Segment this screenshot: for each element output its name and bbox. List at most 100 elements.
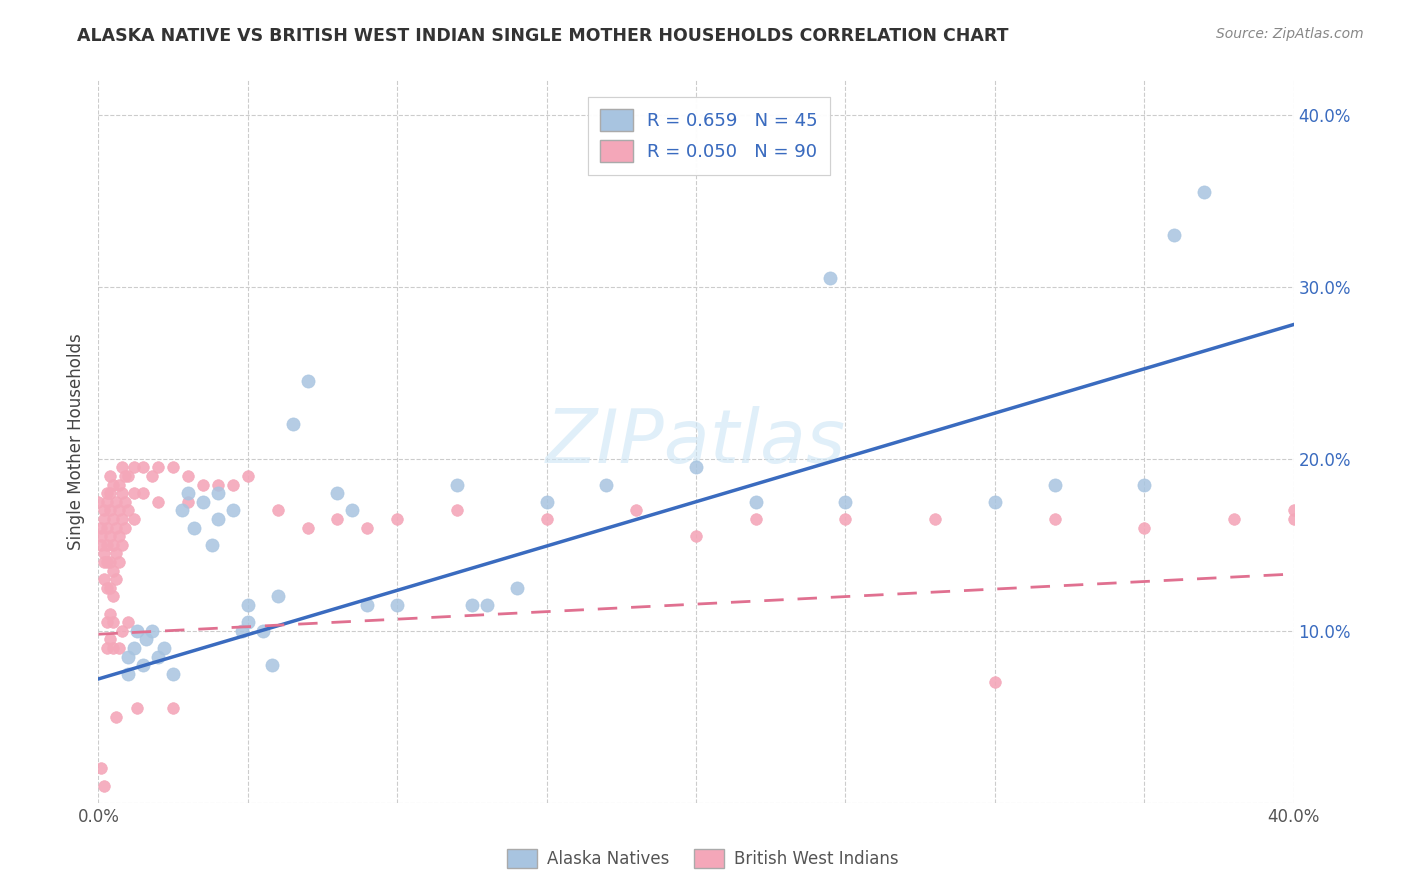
Point bbox=[342, 503, 364, 517]
Point bbox=[141, 469, 163, 483]
Point bbox=[267, 590, 290, 604]
Point bbox=[153, 640, 176, 655]
Point bbox=[98, 486, 122, 500]
Point bbox=[93, 546, 115, 560]
Point bbox=[1282, 512, 1305, 526]
Point bbox=[385, 598, 409, 612]
Point bbox=[117, 649, 139, 664]
Point bbox=[446, 477, 468, 491]
Point bbox=[222, 503, 245, 517]
Point bbox=[114, 494, 136, 508]
Point bbox=[984, 494, 1007, 508]
Point bbox=[98, 469, 122, 483]
Point bbox=[98, 503, 122, 517]
Point bbox=[108, 640, 131, 655]
Point bbox=[90, 761, 112, 775]
Point bbox=[96, 538, 118, 552]
Point bbox=[595, 477, 617, 491]
Point bbox=[260, 658, 283, 673]
Point bbox=[626, 503, 648, 517]
Point bbox=[93, 512, 115, 526]
Point bbox=[98, 581, 122, 595]
Point bbox=[108, 477, 131, 491]
Point bbox=[103, 538, 125, 552]
Point bbox=[984, 675, 1007, 690]
Point bbox=[201, 538, 224, 552]
Point bbox=[108, 555, 131, 569]
Point bbox=[148, 494, 170, 508]
Point bbox=[103, 615, 125, 630]
Point bbox=[191, 477, 214, 491]
Point bbox=[98, 555, 122, 569]
Point bbox=[117, 469, 139, 483]
Point bbox=[834, 512, 856, 526]
Point bbox=[105, 494, 128, 508]
Point bbox=[93, 503, 115, 517]
Y-axis label: Single Mother Households: Single Mother Households bbox=[67, 334, 86, 549]
Point bbox=[385, 512, 409, 526]
Point bbox=[103, 640, 125, 655]
Point bbox=[162, 460, 184, 475]
Point bbox=[105, 572, 128, 586]
Legend: Alaska Natives, British West Indians: Alaska Natives, British West Indians bbox=[501, 843, 905, 875]
Point bbox=[103, 477, 125, 491]
Point bbox=[132, 486, 155, 500]
Point bbox=[98, 632, 122, 647]
Point bbox=[834, 494, 856, 508]
Point bbox=[183, 520, 205, 534]
Point bbox=[141, 624, 163, 638]
Point bbox=[1043, 477, 1066, 491]
Point bbox=[172, 503, 194, 517]
Point bbox=[820, 271, 842, 285]
Point bbox=[135, 632, 157, 647]
Point bbox=[231, 624, 253, 638]
Point bbox=[93, 779, 115, 793]
Point bbox=[1282, 503, 1305, 517]
Point bbox=[105, 520, 128, 534]
Point bbox=[98, 607, 122, 621]
Point bbox=[93, 572, 115, 586]
Point bbox=[236, 615, 259, 630]
Point bbox=[96, 581, 118, 595]
Text: ALASKA NATIVE VS BRITISH WEST INDIAN SINGLE MOTHER HOUSEHOLDS CORRELATION CHART: ALASKA NATIVE VS BRITISH WEST INDIAN SIN… bbox=[77, 27, 1010, 45]
Point bbox=[297, 375, 319, 389]
Point bbox=[105, 710, 128, 724]
Point bbox=[108, 529, 131, 543]
Point bbox=[103, 512, 125, 526]
Point bbox=[127, 701, 149, 715]
Point bbox=[148, 460, 170, 475]
Point bbox=[924, 512, 946, 526]
Point bbox=[685, 460, 707, 475]
Point bbox=[1133, 477, 1156, 491]
Point bbox=[114, 469, 136, 483]
Point bbox=[87, 494, 110, 508]
Point bbox=[114, 520, 136, 534]
Point bbox=[96, 615, 118, 630]
Point bbox=[207, 477, 229, 491]
Point bbox=[90, 520, 112, 534]
Point bbox=[103, 590, 125, 604]
Point bbox=[745, 494, 768, 508]
Text: ZIPatlas: ZIPatlas bbox=[546, 406, 846, 477]
Point bbox=[103, 564, 125, 578]
Point bbox=[124, 640, 146, 655]
Point bbox=[281, 417, 304, 432]
Point bbox=[177, 469, 200, 483]
Point bbox=[1133, 520, 1156, 534]
Point bbox=[132, 658, 155, 673]
Point bbox=[96, 486, 118, 500]
Point bbox=[124, 460, 146, 475]
Point bbox=[326, 486, 349, 500]
Point bbox=[90, 538, 112, 552]
Point bbox=[356, 520, 378, 534]
Point bbox=[96, 520, 118, 534]
Point bbox=[685, 529, 707, 543]
Point bbox=[236, 598, 259, 612]
Point bbox=[252, 624, 274, 638]
Point bbox=[111, 624, 134, 638]
Point bbox=[117, 615, 139, 630]
Point bbox=[96, 494, 118, 508]
Point bbox=[98, 529, 122, 543]
Point bbox=[111, 460, 134, 475]
Point bbox=[475, 598, 498, 612]
